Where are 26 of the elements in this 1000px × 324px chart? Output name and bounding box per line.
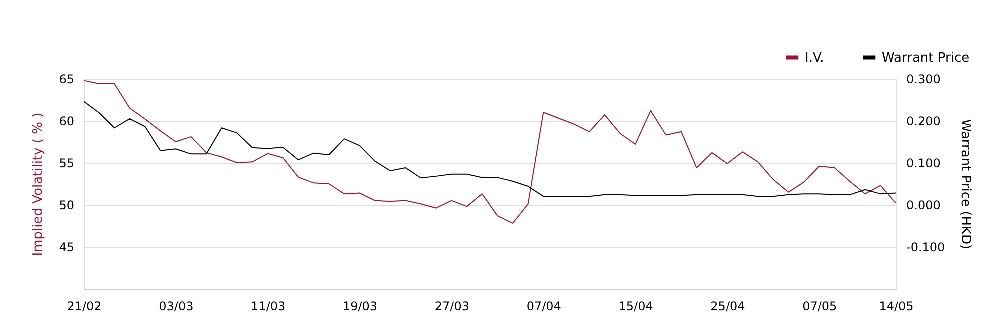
x-tick-label: 14/05 <box>879 300 914 314</box>
x-tick-label: 03/03 <box>159 300 194 314</box>
x-tick-label: 25/04 <box>710 300 746 314</box>
y2-tick-label: 0.100 <box>906 156 941 170</box>
y2-tick-label: -0.100 <box>906 240 946 254</box>
legend-label: Warrant Price <box>882 50 970 66</box>
y-tick-label: 55 <box>59 156 74 170</box>
x-tick-label: 07/04 <box>526 300 562 314</box>
x-tick-label: 27/03 <box>434 300 470 314</box>
legend-label: I.V. <box>805 50 824 66</box>
y-axis-title: Implied Volatility ( % ) <box>31 112 46 256</box>
y2-tick-label: 0.200 <box>906 114 941 128</box>
y-tick-label: 60 <box>59 114 74 128</box>
x-tick-label: 21/02 <box>67 300 102 314</box>
y2-axis-title: Warrant Price (HKD) <box>958 119 974 250</box>
line-series <box>84 80 896 224</box>
x-tick-label: 19/03 <box>342 300 378 314</box>
y2-tick-label: 0.000 <box>906 198 941 212</box>
y-tick-label: 50 <box>59 198 74 212</box>
y-tick-label: 45 <box>59 240 74 254</box>
y2-tick-label: 0.300 <box>906 72 941 86</box>
x-tick-label: 11/03 <box>251 300 286 314</box>
x-tick-label: 07/05 <box>802 300 838 314</box>
line-series <box>84 101 896 198</box>
y-tick-label: 65 <box>59 72 74 86</box>
x-tick-label: 15/04 <box>618 300 654 314</box>
